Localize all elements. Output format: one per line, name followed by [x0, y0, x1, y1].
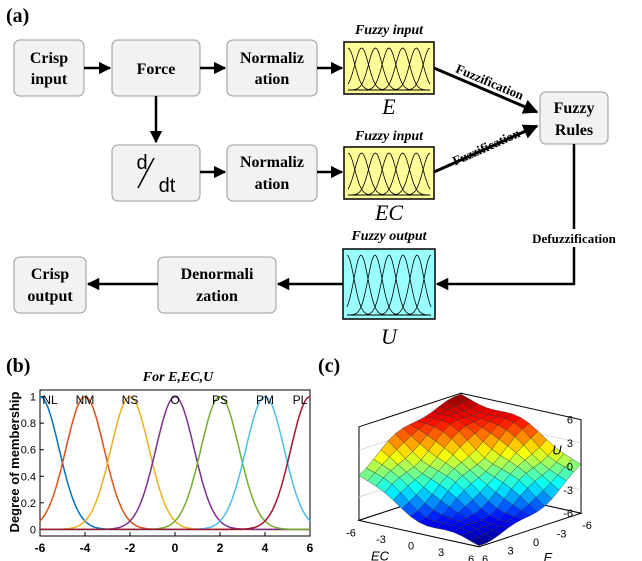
fuzzy-rules-label-1: Fuzzy	[554, 100, 595, 117]
fuzzy-output-caption: Fuzzy output	[350, 229, 427, 244]
surface-ztick-label: 6	[567, 415, 573, 427]
surface-etick-label: 6	[482, 554, 488, 561]
mf-label-NM: NM	[76, 393, 95, 407]
fuzzy-input-e-caption: Fuzzy input	[354, 23, 424, 38]
surface-elabel: E	[544, 550, 553, 561]
crisp-input-label-1: Crisp	[30, 50, 68, 67]
fuzzification-label-2: Fuzzification	[450, 125, 523, 168]
var-ec-label: EC	[374, 200, 403, 225]
chart-b-ytick-label: 0.2	[21, 498, 36, 510]
surface-etick-label: 0	[533, 537, 539, 549]
arrow-defuzzification	[435, 144, 576, 291]
normalization-1-label-1: Normaliz	[240, 50, 304, 67]
fuzzy-rules-box: Fuzzy Rules	[539, 91, 609, 145]
mini-mf-PL	[348, 47, 431, 91]
fuzzy-input-e-box	[343, 41, 435, 95]
chart-b-ylabel: Degree of membership	[7, 392, 22, 533]
arrow-fuzzification-e	[433, 66, 539, 114]
fuzzy-input-e-mf-curves	[347, 47, 431, 91]
surface-ectick-label: 0	[408, 541, 414, 553]
chart-b-xtick-label: -4	[80, 541, 91, 555]
mini-mf-PL	[347, 254, 432, 316]
denormalization-box: Denormali zation	[157, 256, 277, 314]
surface-chart: 6 3 0 -3 -6 -6 -3 0 3 6 6 3 0 -3 -6 U EC E	[346, 392, 592, 561]
mf-label-NS: NS	[122, 393, 139, 407]
surface-ectick-label: -3	[376, 534, 386, 546]
panel-label-c: (c)	[318, 355, 340, 377]
mf-label-PM: PM	[256, 393, 274, 407]
normalization-2-label-2: ation	[255, 176, 290, 193]
chart-b-ytick-label: 1	[30, 392, 36, 404]
chart-b-xtick-label: 2	[217, 541, 224, 555]
chart-b-frame	[39, 389, 311, 537]
fuzzy-input-ec-caption: Fuzzy input	[354, 129, 424, 144]
mini-mf-PL	[348, 152, 431, 196]
crisp-output-box: Crisp output	[13, 256, 87, 314]
mf-label-PS: PS	[212, 393, 228, 407]
var-e-label: E	[381, 94, 396, 119]
surface-etick-label: -6	[582, 520, 592, 532]
crisp-output-label-2: output	[27, 288, 73, 305]
fuzzy-input-ec-mf-curves	[347, 152, 431, 196]
fuzzy-output-mf-curves	[346, 254, 432, 316]
surface-etick-label: 3	[507, 545, 513, 557]
mf-label-PL: PL	[293, 393, 308, 407]
surface-etick-label: -3	[557, 529, 567, 541]
var-u-label: U	[381, 324, 399, 349]
chart-b-xtick-label: 4	[262, 541, 269, 555]
force-label: Force	[137, 61, 176, 78]
panel-label-a: (a)	[6, 5, 29, 27]
mf-curve-PL	[40, 395, 311, 531]
defuzzification-label: Defuzzification	[532, 231, 617, 246]
normalization-2-label-1: Normaliz	[240, 154, 304, 171]
surface-ectick-label: 6	[468, 554, 474, 561]
surface-ectick-label: -6	[346, 527, 356, 539]
arrow-fuzzification-ec	[433, 124, 539, 174]
derivative-box: d dt	[111, 144, 201, 202]
denormalization-label-2: zation	[196, 288, 238, 305]
surface-ztick-label: -3	[563, 485, 573, 497]
crisp-input-label-2: input	[31, 71, 68, 88]
surface-ztick-label: 0	[567, 461, 573, 473]
surface-patch	[469, 537, 487, 547]
derivative-num: d	[136, 152, 147, 174]
panel-label-b: (b)	[6, 355, 30, 377]
chart-b-xtick-label: 6	[307, 541, 314, 555]
surface-ztick-label: -6	[563, 508, 573, 520]
mf-label-O: O	[170, 393, 179, 407]
chart-b-xtick-label: -6	[35, 541, 46, 555]
normalization-box-1: Normaliz ation	[226, 39, 318, 97]
chart-b-title: For E,EC,U	[142, 370, 214, 385]
membership-chart: -6 -4 -2 0 2 4 6 0 0.2 0.4 0.6 0.8 1 NL NM NS O PS PM PL	[21, 389, 314, 555]
crisp-input-box: Crisp input	[13, 39, 85, 97]
chart-b-ytick-label: 0	[30, 524, 36, 536]
fuzzy-rules-label-2: Rules	[555, 122, 593, 139]
chart-b-xtick-label: 0	[172, 541, 179, 555]
surface-ztick-label: 3	[567, 438, 573, 450]
normalization-1-label-2: ation	[255, 71, 290, 88]
surface-ectick-label: 3	[438, 547, 444, 559]
derivative-den: dt	[159, 175, 176, 197]
force-box: Force	[111, 39, 201, 97]
surface-zlabel: U	[552, 443, 562, 458]
surface-eclabel: EC	[371, 548, 390, 561]
chart-b-ytick-label: 0.8	[21, 418, 36, 430]
chart-b-xtick-label: -2	[125, 541, 136, 555]
fuzzy-input-ec-box	[343, 146, 435, 200]
crisp-output-label-1: Crisp	[31, 266, 69, 283]
mf-label-NL: NL	[42, 393, 58, 407]
chart-b-ytick-label: 0.6	[21, 445, 36, 457]
fuzzy-output-box	[342, 248, 436, 320]
chart-b-ytick-label: 0.4	[21, 471, 36, 483]
normalization-box-2: Normaliz ation	[226, 144, 318, 202]
denormalization-label-1: Denormali	[181, 266, 254, 283]
